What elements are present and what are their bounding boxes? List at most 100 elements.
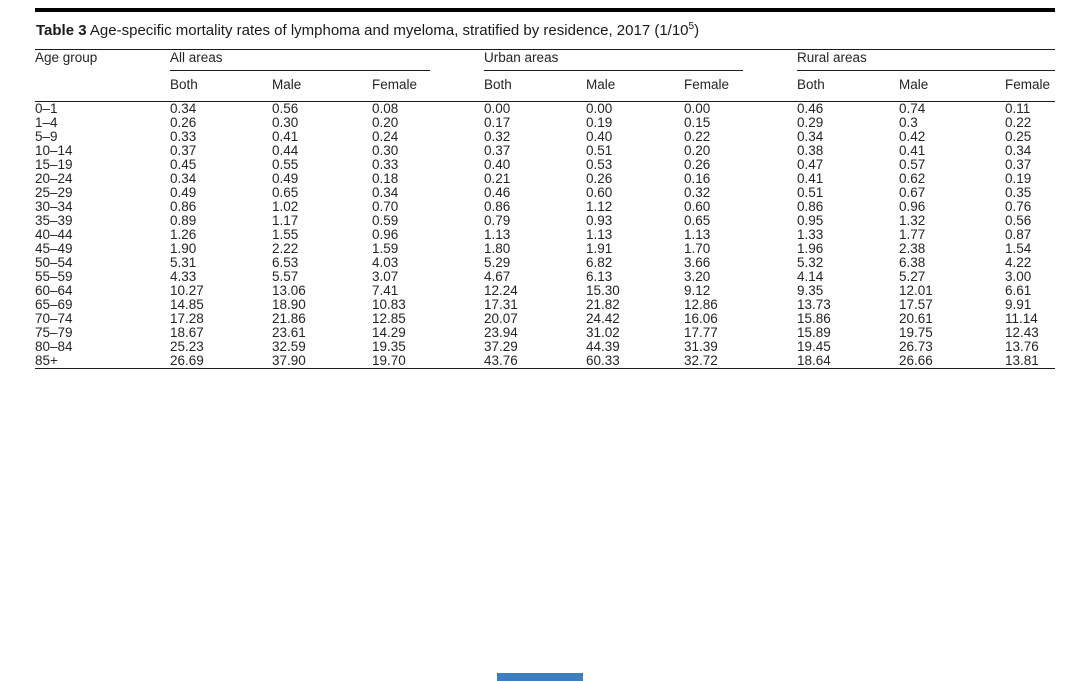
value-cell: 11.14 [1005, 311, 1038, 326]
value-cell: 12.24 [484, 283, 518, 298]
value-cell: 31.02 [586, 325, 620, 340]
value-cell: 1.91 [586, 241, 613, 256]
table-row: 20–24 0.34 0.49 0.18 0.21 0.26 0.16 0.41 0.62 0.1… [35, 172, 1055, 186]
value-cell: 4.03 [372, 255, 399, 270]
sub-header-2-female: Female [1005, 71, 1056, 102]
value-cell: 10.27 [170, 283, 204, 298]
value-cell: 0.49 [170, 185, 197, 200]
value-cell: 0.55 [272, 157, 299, 172]
value-cell: 0.18 [372, 171, 399, 186]
value-cell: 0.20 [684, 143, 711, 158]
sub-header-0-female: Female [372, 71, 485, 102]
value-cell: 0.47 [797, 157, 824, 172]
value-cell: 0.51 [797, 185, 824, 200]
table-caption-label: Table 3 [36, 22, 87, 39]
value-cell: 0.00 [586, 101, 613, 116]
value-cell: 17.31 [484, 297, 518, 312]
value-cell: 0.16 [684, 171, 711, 186]
value-cell: 37.29 [484, 339, 518, 354]
age-group-cell: 10–14 [35, 143, 73, 158]
value-cell: 19.70 [372, 353, 406, 368]
table-row: 60–64 10.27 13.06 7.41 12.24 15.30 9.12 9.35 12.… [35, 284, 1055, 298]
value-cell: 1.17 [272, 213, 299, 228]
bottom-blue-bar [497, 673, 583, 681]
value-cell: 0.17 [484, 115, 511, 130]
value-cell: 1.33 [797, 227, 824, 242]
sub-header-2-male: Male [899, 71, 1006, 102]
value-cell: 3.00 [1005, 269, 1032, 284]
age-group-cell: 65–69 [35, 297, 73, 312]
value-cell: 0.32 [684, 185, 711, 200]
group-header-row: Age group All areas Urban areas Rural area… [35, 49, 1056, 102]
value-cell: 0.26 [684, 157, 711, 172]
value-cell: 0.86 [484, 199, 511, 214]
value-cell: 0.86 [797, 199, 824, 214]
value-cell: 0.37 [484, 143, 511, 158]
table-top-rule [35, 8, 1055, 12]
value-cell: 16.06 [684, 311, 718, 326]
value-cell: 25.23 [170, 339, 204, 354]
value-cell: 0.42 [899, 129, 926, 144]
table-caption: Table 3 Age-specific mortality rates of … [35, 12, 1055, 49]
group-header-all-areas: All areas [170, 50, 484, 71]
value-cell: 9.91 [1005, 297, 1032, 312]
value-cell: 0.76 [1005, 199, 1032, 214]
value-cell: 3.07 [372, 269, 399, 284]
value-cell: 9.35 [797, 283, 824, 298]
value-cell: 0.08 [372, 101, 399, 116]
sub-header-0-male: Male [272, 71, 372, 102]
value-cell: 1.32 [899, 213, 926, 228]
age-group-cell: 20–24 [35, 171, 73, 186]
value-cell: 18.90 [272, 297, 306, 312]
value-cell: 0.35 [1005, 185, 1032, 200]
value-cell: 0.26 [586, 171, 613, 186]
value-cell: 0.24 [372, 129, 399, 144]
value-cell: 0.22 [684, 129, 711, 144]
value-cell: 6.13 [586, 269, 613, 284]
value-cell: 7.41 [372, 283, 399, 298]
sub-header-1-male: Male [586, 71, 685, 102]
value-cell: 0.46 [797, 101, 824, 116]
value-cell: 20.07 [484, 311, 518, 326]
age-group-cell: 80–84 [35, 339, 73, 354]
value-cell: 0.86 [170, 199, 197, 214]
table-row: 75–79 18.67 23.61 14.29 23.94 31.02 17.77 15.89… [35, 326, 1055, 340]
value-cell: 15.86 [797, 311, 831, 326]
value-cell: 0.56 [272, 101, 299, 116]
value-cell: 0.20 [372, 115, 399, 130]
value-cell: 5.32 [797, 255, 824, 270]
value-cell: 0.37 [1005, 157, 1032, 172]
value-cell: 10.83 [372, 297, 406, 312]
sub-header-2-both: Both [797, 71, 900, 102]
age-group-cell: 75–79 [35, 325, 73, 340]
value-cell: 15.30 [586, 283, 620, 298]
value-cell: 24.42 [586, 311, 620, 326]
value-cell: 0.57 [899, 157, 926, 172]
table-row: 80–84 25.23 32.59 19.35 37.29 44.39 31.39 19.45… [35, 340, 1055, 354]
table-row: 65–69 14.85 18.90 10.83 17.31 21.82 12.86 13.73… [35, 298, 1055, 312]
value-cell: 12.01 [899, 283, 933, 298]
value-cell: 1.80 [484, 241, 511, 256]
sub-header-1-female: Female [684, 71, 798, 102]
value-cell: 0.59 [372, 213, 399, 228]
value-cell: 0.79 [484, 213, 511, 228]
value-cell: 0.34 [797, 129, 824, 144]
value-cell: 5.27 [899, 269, 926, 284]
value-cell: 0.65 [684, 213, 711, 228]
value-cell: 17.57 [899, 297, 933, 312]
value-cell: 12.86 [684, 297, 718, 312]
value-cell: 0.67 [899, 185, 926, 200]
table-row: 0–1 0.34 0.56 0.08 0.00 0.00 0.00 0.46 0.74 0.11 [35, 102, 1055, 117]
value-cell: 0.00 [484, 101, 511, 116]
value-cell: 0.41 [797, 171, 824, 186]
value-cell: 0.40 [586, 129, 613, 144]
value-cell: 23.94 [484, 325, 518, 340]
value-cell: 0.53 [586, 157, 613, 172]
group-header-urban-areas: Urban areas [484, 50, 797, 71]
age-group-cell: 0–1 [35, 101, 58, 116]
value-cell: 0.26 [170, 115, 197, 130]
value-cell: 26.69 [170, 353, 204, 368]
table-row: 15–19 0.45 0.55 0.33 0.40 0.53 0.26 0.47 0.57 0.3… [35, 158, 1055, 172]
value-cell: 44.39 [586, 339, 620, 354]
value-cell: 12.43 [1005, 325, 1039, 340]
